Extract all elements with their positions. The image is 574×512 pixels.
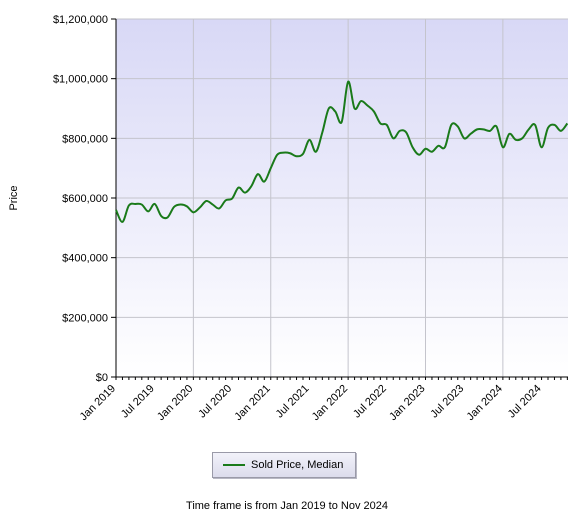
legend: Sold Price, Median <box>212 452 356 478</box>
y-tick-label: $200,000 <box>62 312 108 324</box>
x-tick-label: Jan 2022 <box>310 383 350 423</box>
grid-lines <box>116 18 568 377</box>
y-tick-labels: $0 $200,000 $400,000 $600,000 $800,000 $1,000… <box>53 14 108 384</box>
x-tick-label: Jan 2020 <box>155 383 195 423</box>
x-tick-label: Jul 2019 <box>119 383 157 421</box>
y-axis-title: Price <box>8 185 20 210</box>
y-tick-label: $1,000,000 <box>53 74 108 86</box>
x-tick-label: Jul 2022 <box>351 383 389 421</box>
x-tick-label: Jan 2019 <box>78 383 118 423</box>
legend-label: Sold Price, Median <box>251 459 344 471</box>
y-tick-label: $800,000 <box>62 133 108 145</box>
y-tick-label: $1,200,000 <box>53 14 108 26</box>
series-lines <box>115 80 569 223</box>
axes <box>111 18 568 380</box>
x-tick-label: Jul 2020 <box>196 383 234 421</box>
x-tick-label: Jul 2024 <box>506 383 544 421</box>
x-tick-label: Jul 2023 <box>428 383 466 421</box>
y-tick-label: $400,000 <box>62 253 108 265</box>
timeframe-footer: Time frame is from Jan 2019 to Nov 2024 <box>186 500 388 512</box>
y-tick-label: $0 <box>96 372 108 384</box>
x-tick-label: Jan 2021 <box>232 383 272 423</box>
y-tick-label: $600,000 <box>62 193 108 205</box>
series-line-sold-price-median <box>115 80 569 223</box>
x-tick-label: Jan 2024 <box>465 383 505 423</box>
x-tick-label: Jan 2023 <box>387 383 427 423</box>
x-tick-label: Jul 2021 <box>274 383 312 421</box>
legend-swatch <box>223 464 245 466</box>
